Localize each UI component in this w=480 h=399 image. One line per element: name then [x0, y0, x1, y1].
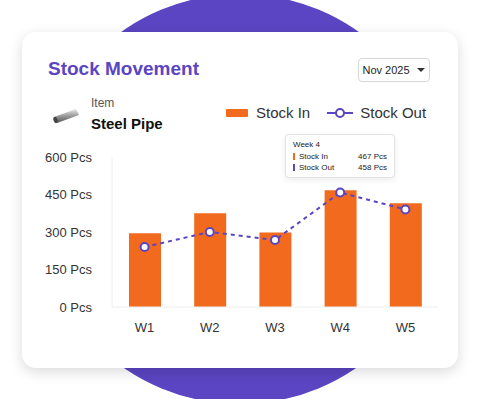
html-text:Stock In: Stock In: [256, 104, 311, 121]
html-text:467 Pcs: 467 Pcs: [358, 152, 387, 161]
svg-text:W2: W2: [200, 320, 220, 335]
html-text:Stock Out: Stock Out: [360, 104, 427, 121]
svg-text:W5: W5: [396, 320, 416, 335]
svg-text:W3: W3: [265, 320, 285, 335]
html-text:Stock In: Stock In: [299, 152, 328, 161]
html-text:Stock Out: Stock Out: [299, 163, 335, 172]
html-text:Week 4: Week 4: [293, 140, 320, 149]
svg-text:300 Pcs: 300 Pcs: [45, 225, 92, 240]
svg-text:W4: W4: [330, 320, 350, 335]
svg-text:450 Pcs: 450 Pcs: [45, 187, 92, 202]
html-text:Nov 2025: Nov 2025: [362, 64, 410, 76]
svg-text:W1: W1: [135, 320, 155, 335]
svg-text:0 Pcs: 0 Pcs: [59, 300, 92, 315]
html-text:Stock Movement: Stock Movement: [48, 58, 199, 79]
html-text:Item: Item: [91, 96, 115, 110]
html-text:Steel Pipe: Steel Pipe: [91, 115, 163, 132]
svg-text:600 Pcs: 600 Pcs: [45, 150, 92, 165]
html-text:458 Pcs: 458 Pcs: [358, 163, 387, 172]
svg-text:150 Pcs: 150 Pcs: [45, 262, 92, 277]
